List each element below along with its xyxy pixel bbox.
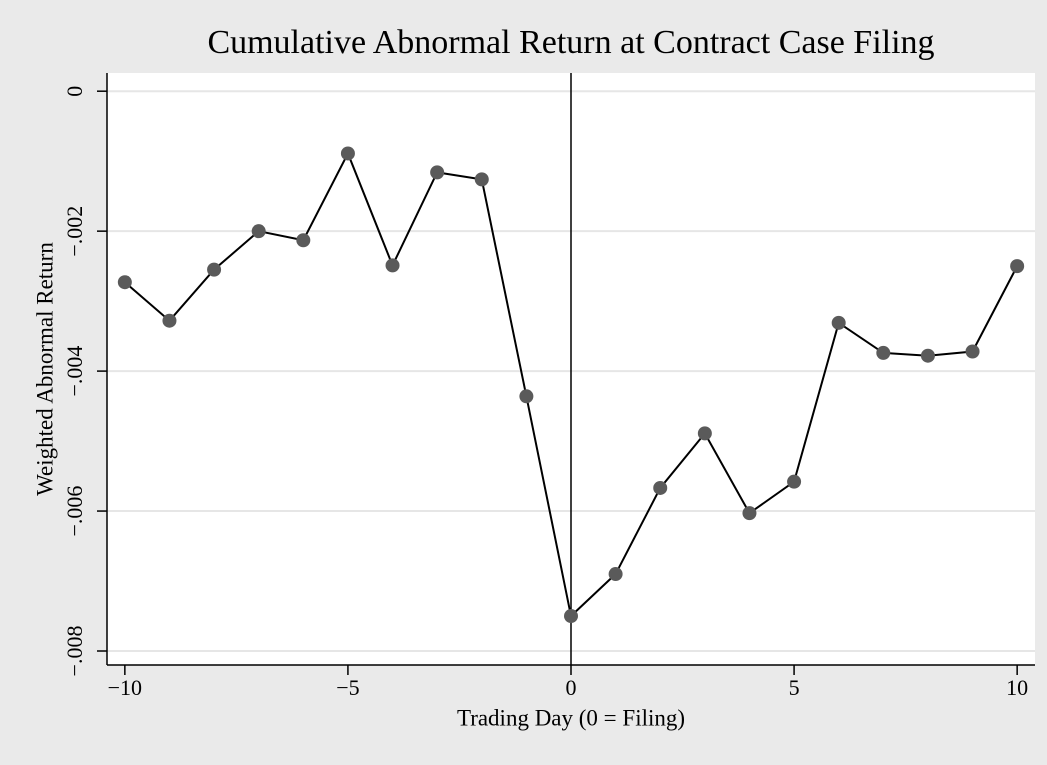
x-tick-label: −5 (336, 675, 359, 700)
y-tick-label: −.002 (62, 206, 87, 257)
x-tick-label: −10 (108, 675, 142, 700)
y-tick-label: −.006 (62, 486, 87, 537)
data-point (385, 258, 400, 273)
data-point (697, 426, 712, 441)
data-point (564, 609, 578, 624)
chart-title: Cumulative Abnormal Return at Contract C… (207, 24, 934, 61)
data-point (876, 345, 891, 360)
y-tick-label: −.004 (62, 346, 87, 397)
data-point (920, 348, 935, 363)
data-point (519, 389, 534, 404)
data-point (474, 172, 489, 187)
y-tick-label: 0 (62, 86, 87, 97)
data-point (831, 315, 846, 330)
data-point (965, 344, 980, 359)
data-point (430, 165, 445, 180)
data-point (1010, 259, 1025, 274)
data-point (296, 233, 311, 248)
x-tick-label: 5 (789, 675, 800, 700)
data-point (742, 506, 757, 521)
data-point (608, 567, 623, 582)
data-point (251, 224, 266, 239)
x-tick-label: 10 (1006, 675, 1028, 700)
data-point (207, 262, 222, 277)
data-point (653, 480, 668, 495)
data-point (787, 474, 802, 489)
x-axis-label: Trading Day (0 = Filing) (457, 705, 685, 730)
x-tick-label: 0 (566, 675, 577, 700)
data-point (162, 313, 177, 328)
data-point (117, 275, 132, 290)
y-axis-label: Weighted Abnormal Return (32, 242, 57, 496)
y-tick-label: −.008 (62, 626, 87, 677)
data-point (340, 146, 355, 161)
